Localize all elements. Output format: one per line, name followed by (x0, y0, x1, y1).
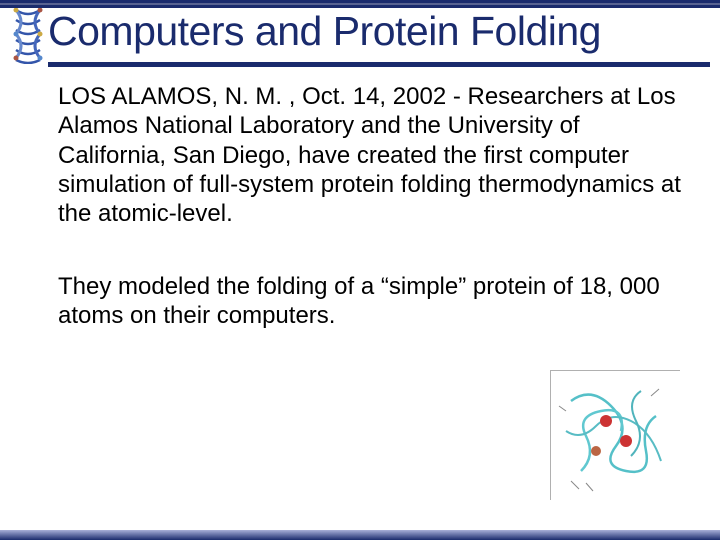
title-underline (48, 62, 710, 67)
bottom-border-bar (0, 530, 720, 540)
dna-helix-icon (8, 8, 48, 64)
paragraph-2: They modeled the folding of a “simple” p… (58, 272, 690, 331)
page-title: Computers and Protein Folding (48, 8, 714, 55)
top-border-bar (0, 0, 720, 8)
paragraph-1: LOS ALAMOS, N. M. , Oct. 14, 2002 - Rese… (58, 82, 690, 228)
protein-structure-image (550, 370, 680, 500)
